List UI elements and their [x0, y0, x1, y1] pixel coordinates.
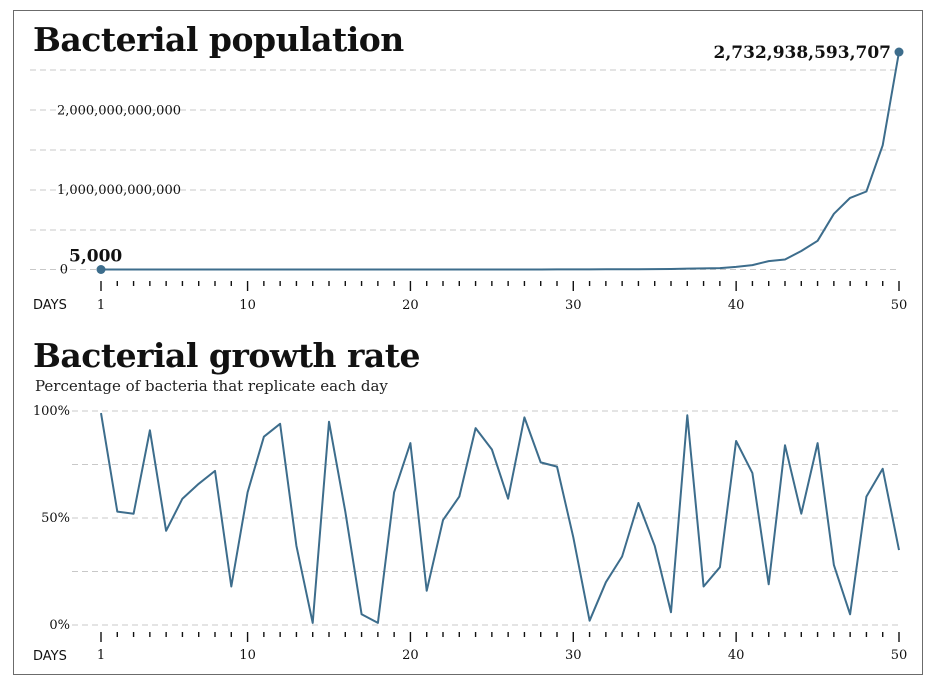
- c1-x-tick-label: 30: [565, 298, 582, 313]
- c2-x-tick-label: 20: [402, 648, 419, 663]
- growth-rate-chart-title: Bacterial growth rate: [33, 336, 420, 375]
- population-series-line: [101, 51, 900, 271]
- population-x-axis: 1 10 20 30 40 50: [97, 281, 907, 313]
- c1-x-tick-label: 50: [891, 298, 908, 313]
- growth-rate-chart: Bacterial growth rate Percentage of bact…: [33, 336, 907, 664]
- growth-rate-gridlines: [72, 410, 899, 626]
- population-y-axis: 0 1,000,000,000,000 2,000,000,000,000: [57, 103, 181, 277]
- growth-rate-chart-subtitle: Percentage of bacteria that replicate ea…: [35, 377, 388, 395]
- c1-y-tick-label: 0: [60, 263, 68, 278]
- population-chart-title: Bacterial population: [33, 20, 404, 59]
- c1-annotation-label: 5,000: [69, 247, 122, 267]
- c1-annotation-marker: [96, 265, 106, 274]
- c2-x-tick-label: 40: [728, 648, 745, 663]
- population-annotations: 5,000 2,732,938,593,707: [69, 43, 904, 274]
- growth-rate-x-axis-label: DAYS: [33, 649, 67, 664]
- growth-rate-y-axis: 0% 50% 100%: [33, 404, 70, 633]
- c2-y-tick-label: 100%: [33, 404, 70, 419]
- c1-x-tick-label: 20: [402, 298, 419, 313]
- c1-y-tick-label: 2,000,000,000,000: [57, 103, 181, 118]
- c1-y-tick-label: 1,000,000,000,000: [57, 183, 181, 198]
- c2-x-tick-label: 10: [239, 648, 256, 663]
- c2-x-tick-label: 50: [891, 648, 908, 663]
- c2-y-tick-label: 0%: [49, 618, 70, 633]
- c2-y-tick-label: 50%: [41, 511, 70, 526]
- c1-x-tick-label: 40: [728, 298, 745, 313]
- c2-x-tick-label: 1: [97, 648, 105, 663]
- population-gridlines: [30, 69, 899, 270]
- c1-x-tick-label: 10: [239, 298, 256, 313]
- population-chart: Bacterial population 0 1,000,000,000,000 2…: [30, 20, 907, 313]
- c1-x-tick-label: 1: [97, 298, 105, 313]
- c1-annotation-label: 2,732,938,593,707: [714, 43, 891, 63]
- c2-x-tick-label: 30: [565, 648, 582, 663]
- population-x-axis-label: DAYS: [33, 298, 67, 313]
- c1-annotation-marker: [894, 47, 904, 57]
- growth-rate-x-axis: 1 10 20 30 40 50: [97, 632, 907, 663]
- growth-rate-series-line: [100, 412, 900, 624]
